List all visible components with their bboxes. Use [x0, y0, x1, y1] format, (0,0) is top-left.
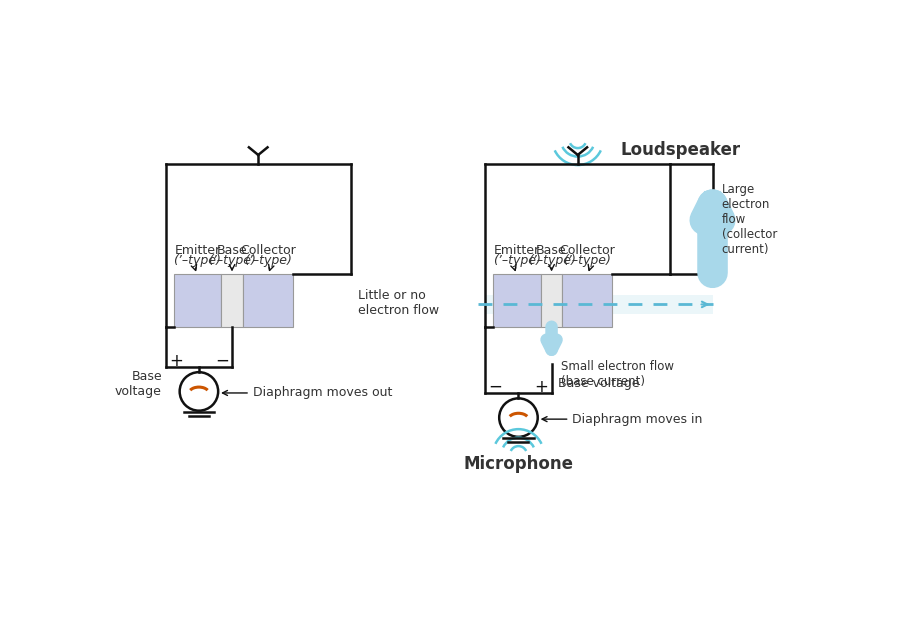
Text: Base voltage: Base voltage: [558, 377, 639, 390]
Text: −: −: [489, 378, 502, 396]
Text: Base: Base: [217, 244, 247, 257]
Text: −: −: [215, 351, 229, 370]
Bar: [173, 274, 222, 327]
Text: +: +: [169, 351, 183, 370]
Bar: [222, 274, 242, 327]
Text: (’–type): (’–type): [244, 254, 291, 268]
Bar: [562, 274, 612, 327]
Text: Diaphragm moves in: Diaphragm moves in: [542, 413, 703, 426]
Text: (’–type): (’–type): [528, 254, 576, 268]
Text: (’–type): (’–type): [208, 254, 256, 268]
Text: Base
voltage: Base voltage: [115, 370, 162, 398]
Text: Small electron flow
(base current): Small electron flow (base current): [561, 360, 674, 388]
Text: Little or no
electron flow: Little or no electron flow: [359, 289, 439, 317]
Bar: [493, 274, 541, 327]
Text: Emitter: Emitter: [494, 244, 540, 257]
Text: (’–type): (’–type): [173, 254, 222, 268]
Bar: [242, 274, 293, 327]
Text: (’–type): (’–type): [493, 254, 541, 268]
Bar: [486, 295, 713, 314]
Text: Large
electron
flow
(collector
current): Large electron flow (collector current): [722, 183, 777, 256]
Text: +: +: [535, 378, 548, 396]
Text: Collector: Collector: [240, 244, 296, 257]
Text: Base: Base: [537, 244, 567, 257]
Bar: [541, 274, 562, 327]
Text: Microphone: Microphone: [463, 454, 574, 473]
Text: Collector: Collector: [559, 244, 616, 257]
Text: Emitter: Emitter: [174, 244, 221, 257]
Text: (’–type): (’–type): [564, 254, 611, 268]
Text: Loudspeaker: Loudspeaker: [620, 141, 740, 160]
Text: Diaphragm moves out: Diaphragm moves out: [222, 386, 392, 399]
